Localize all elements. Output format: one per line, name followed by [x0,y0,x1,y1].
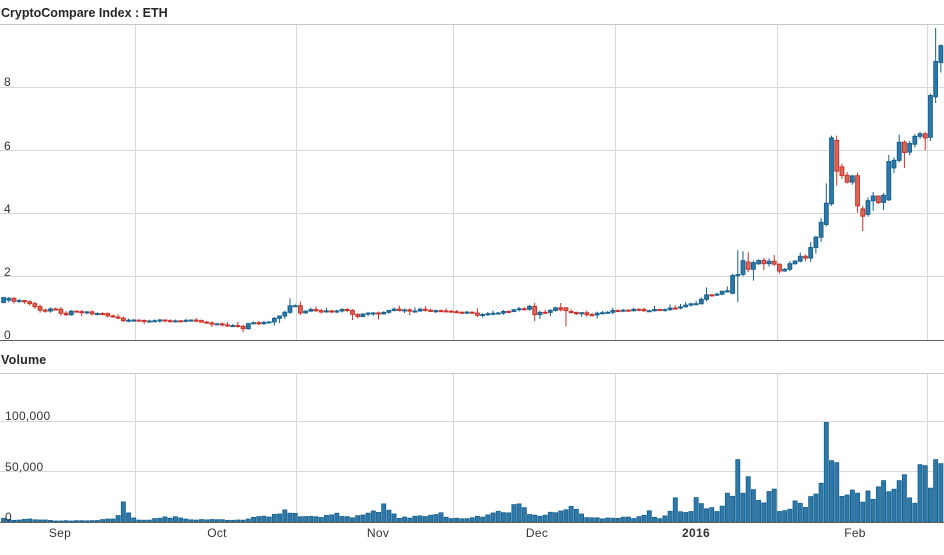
svg-text:0: 0 [4,328,11,342]
svg-text:6: 6 [4,139,11,153]
svg-text:100,000: 100,000 [5,409,51,423]
svg-text:Feb: Feb [844,526,866,540]
svg-text:2: 2 [4,265,11,279]
svg-text:0: 0 [5,510,12,524]
svg-text:Dec: Dec [526,526,548,540]
svg-text:Volume: Volume [1,353,46,367]
svg-text:4: 4 [4,202,11,216]
svg-text:50,000: 50,000 [5,460,44,474]
svg-text:CryptoCompare Index : ETH: CryptoCompare Index : ETH [1,6,168,20]
svg-text:Oct: Oct [207,526,227,540]
svg-text:Sep: Sep [49,526,71,540]
svg-text:8: 8 [4,75,11,89]
svg-text:Nov: Nov [367,526,389,540]
svg-text:2016: 2016 [682,526,710,540]
